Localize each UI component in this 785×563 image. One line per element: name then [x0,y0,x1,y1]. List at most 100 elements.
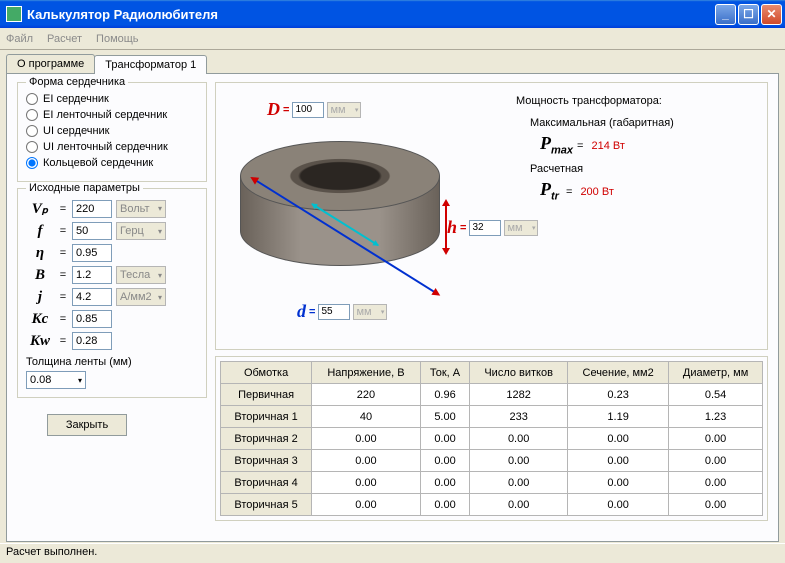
param-f-input[interactable] [72,222,112,240]
param-B-input[interactable] [72,266,112,284]
power-tr-value: 200 Вт [580,186,613,198]
param-f-symbol: f [26,223,54,240]
param-row-f: f=Герц [26,222,198,240]
table-cell[interactable]: 0.00 [420,472,469,494]
tab-about[interactable]: О программе [6,54,95,73]
dim-D-unit[interactable]: мм [327,102,361,118]
param-f-unit[interactable]: Герц [116,222,166,240]
table-cell[interactable]: 0.00 [312,450,421,472]
menu-calc[interactable]: Расчет [47,33,82,45]
table-header: Число витков [470,362,568,384]
core-shape-option[interactable]: EI сердечник [26,93,198,105]
dim-D-symbol: D [267,99,280,120]
table-cell[interactable]: 0.00 [312,472,421,494]
core-shape-option[interactable]: UI сердечник [26,125,198,137]
table-cell[interactable]: 0.00 [669,494,763,516]
table-cell[interactable]: 0.23 [568,384,669,406]
dim-D-input[interactable] [292,102,324,118]
table-cell[interactable]: 233 [470,406,568,428]
core-shape-radio[interactable] [26,157,38,169]
menu-help[interactable]: Помощь [96,33,139,45]
table-header: Диаметр, мм [669,362,763,384]
window-title: Калькулятор Радиолюбителя [27,7,715,22]
dim-h-row: h= мм [447,217,538,238]
table-row: Вторичная 30.000.000.000.000.00 [221,450,763,472]
windings-table: ОбмоткаНапряжение, ВТок, АЧисло витковСе… [220,361,763,516]
table-rowhead: Вторичная 2 [221,428,312,450]
param-Kc-symbol: Kc [26,311,54,328]
table-cell[interactable]: 1282 [470,384,568,406]
param-Vp-unit[interactable]: Вольт [116,200,166,218]
param-j-input[interactable] [72,288,112,306]
tab-transformer1[interactable]: Трансформатор 1 [94,55,207,74]
table-cell[interactable]: 0.00 [312,428,421,450]
table-cell[interactable]: 220 [312,384,421,406]
table-cell[interactable]: 0.00 [420,428,469,450]
table-header: Ток, А [420,362,469,384]
param-row-Kw: Kw= [26,332,198,350]
core-shape-option[interactable]: Кольцевой сердечник [26,157,198,169]
core-shape-radio[interactable] [26,93,38,105]
table-cell[interactable]: 0.00 [470,428,568,450]
table-row: Вторичная 50.000.000.000.000.00 [221,494,763,516]
table-cell[interactable]: 0.00 [568,494,669,516]
dim-d-unit[interactable]: мм [353,304,387,320]
table-cell[interactable]: 0.00 [420,450,469,472]
core-shape-radio[interactable] [26,141,38,153]
table-cell[interactable]: 1.23 [669,406,763,428]
dim-d-input[interactable] [318,304,350,320]
maximize-button[interactable]: ☐ [738,4,759,25]
table-cell[interactable]: 0.00 [312,494,421,516]
diagram-panel: D= мм h= мм d= мм [215,82,768,350]
table-rowhead: Вторичная 4 [221,472,312,494]
param-Kc-input[interactable] [72,310,112,328]
power-panel: Мощность трансформатора: Максимальная (г… [512,89,761,343]
core-shape-label: EI сердечник [43,93,109,105]
table-cell[interactable]: 0.00 [470,472,568,494]
table-cell[interactable]: 0.00 [669,472,763,494]
thickness-label: Толщина ленты (мм) [26,356,198,368]
table-cell[interactable]: 0.00 [568,428,669,450]
param-row-Kc: Kc= [26,310,198,328]
table-cell[interactable]: 0.00 [669,450,763,472]
core-shape-label: EI ленточный сердечник [43,109,167,121]
close-button[interactable]: ✕ [761,4,782,25]
core-shape-option[interactable]: EI ленточный сердечник [26,109,198,121]
param-B-symbol: B [26,267,54,284]
table-cell[interactable]: 0.00 [669,428,763,450]
core-shape-radio[interactable] [26,125,38,137]
thickness-select[interactable]: 0.08 [26,371,86,389]
table-cell[interactable]: 0.00 [420,494,469,516]
close-dialog-button[interactable]: Закрыть [47,414,127,436]
table-cell[interactable]: 0.96 [420,384,469,406]
param-row-eta: η= [26,244,198,262]
core-shape-label: Кольцевой сердечник [43,157,153,169]
table-cell[interactable]: 40 [312,406,421,428]
core-shape-radio[interactable] [26,109,38,121]
table-cell[interactable]: 0.00 [568,450,669,472]
param-Vp-input[interactable] [72,200,112,218]
power-max-symbol: Pmax [540,133,573,157]
param-Kw-input[interactable] [72,332,112,350]
table-cell[interactable]: 0.00 [568,472,669,494]
table-rowhead: Первичная [221,384,312,406]
dim-h-unit[interactable]: мм [504,220,538,236]
table-cell[interactable]: 0.00 [470,450,568,472]
core-shape-legend: Форма сердечника [26,76,128,88]
core-shape-option[interactable]: UI ленточный сердечник [26,141,198,153]
table-cell[interactable]: 0.54 [669,384,763,406]
minimize-button[interactable]: _ [715,4,736,25]
param-B-unit[interactable]: Тесла [116,266,166,284]
app-icon [6,6,22,22]
table-cell[interactable]: 1.19 [568,406,669,428]
table-cell[interactable]: 0.00 [470,494,568,516]
table-cell[interactable]: 5.00 [420,406,469,428]
dim-h-input[interactable] [469,220,501,236]
menu-file[interactable]: Файл [6,33,33,45]
table-rowhead: Вторичная 1 [221,406,312,428]
param-j-unit[interactable]: А/мм2 [116,288,166,306]
param-eta-input[interactable] [72,244,112,262]
table-row: Вторичная 20.000.000.000.000.00 [221,428,763,450]
windings-table-wrap: ОбмоткаНапряжение, ВТок, АЧисло витковСе… [215,356,768,521]
core-shape-label: UI сердечник [43,125,109,137]
